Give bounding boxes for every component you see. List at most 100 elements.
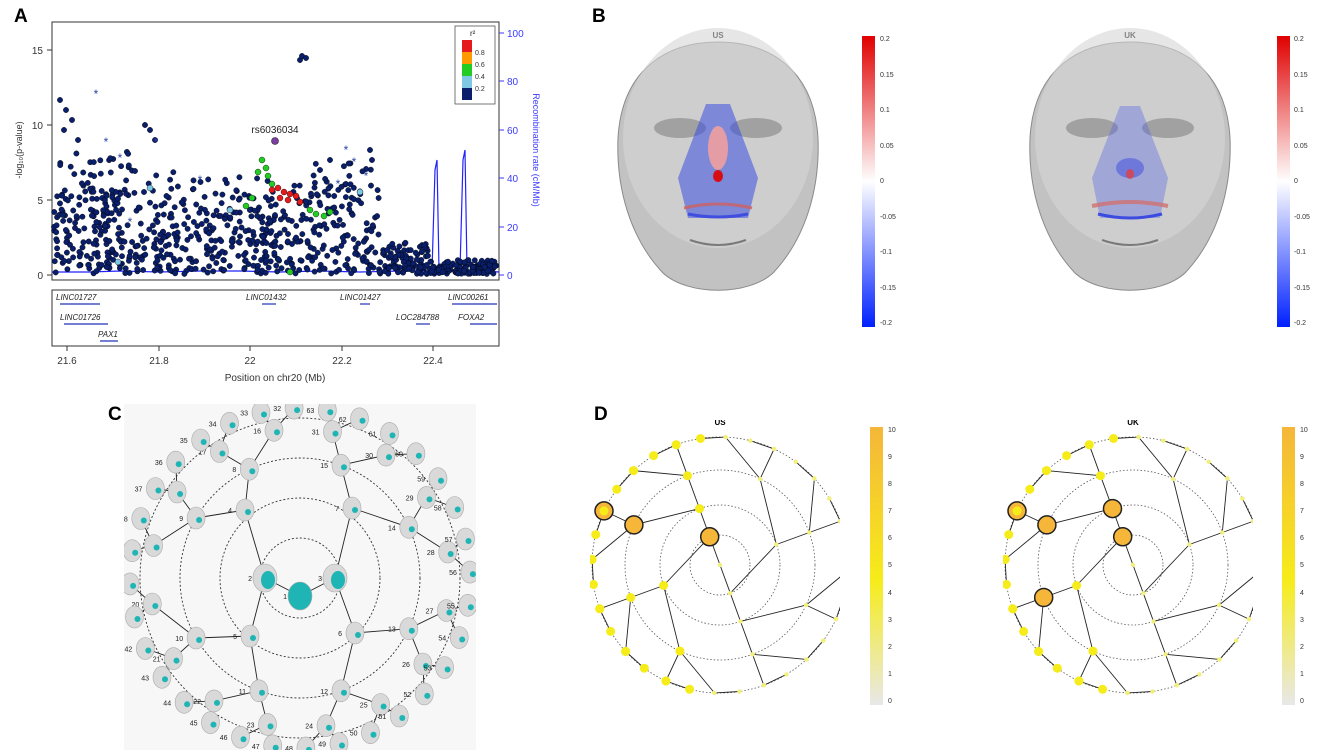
hierarchy-node-label: 59	[417, 477, 425, 484]
colorbar-tick: 0.05	[1294, 142, 1308, 150]
network-nodes	[590, 434, 840, 696]
colorbar-tick: -0.15	[1294, 284, 1310, 292]
snp-point	[170, 169, 177, 176]
snp-point	[167, 267, 174, 274]
hierarchy-node-label: 30	[365, 453, 373, 460]
snp-point	[250, 229, 257, 235]
y-tick-label: 10	[32, 121, 44, 132]
gene-label: LINC00261	[448, 293, 488, 302]
colorbar-us	[862, 36, 875, 327]
network-node	[821, 638, 826, 643]
snp-point	[213, 207, 220, 214]
snp-point	[93, 209, 100, 216]
network-node	[1004, 530, 1014, 540]
hierarchy-node: 57	[445, 527, 475, 551]
snp-point	[153, 236, 160, 243]
hierarchy-node-label: 52	[404, 692, 412, 699]
legend-label: 0.2	[475, 86, 485, 93]
snp-point	[311, 184, 318, 191]
snp-point	[427, 258, 434, 265]
snp-point	[241, 266, 248, 273]
snp-point	[338, 242, 345, 249]
snp-point	[289, 241, 295, 247]
hierarchy-node-label: 6	[338, 631, 342, 638]
snp-point	[98, 262, 105, 268]
snp-point	[204, 251, 210, 258]
snp-point	[374, 187, 381, 194]
snp-point	[268, 186, 276, 194]
snp-point	[233, 209, 240, 216]
network-node	[1072, 581, 1082, 590]
snp-point	[70, 207, 77, 214]
hierarchy-node: 28	[427, 540, 458, 564]
snp-point	[236, 174, 243, 181]
snp-point	[280, 208, 287, 215]
snp-point	[277, 244, 284, 250]
snp-point	[59, 192, 65, 199]
snp-point	[193, 258, 200, 265]
network-node	[1150, 689, 1155, 694]
legend-label: 0.6	[475, 62, 485, 69]
network-node	[1003, 580, 1011, 589]
x-axis	[52, 345, 499, 351]
snp-point	[140, 267, 147, 273]
network-edge	[1046, 470, 1101, 477]
hierarchy-node-label: 54	[438, 636, 446, 643]
snp-point	[298, 217, 305, 223]
snp-point	[355, 240, 362, 247]
hierarchy-diagram: 1234567891011121314151617181920212223242…	[124, 404, 476, 750]
face-uk: UK	[1029, 28, 1231, 291]
snp-point	[105, 253, 111, 260]
snp-point	[423, 261, 430, 268]
lip-region	[1097, 212, 1163, 220]
snp-point	[258, 257, 264, 263]
snp-point	[248, 213, 255, 220]
snp-point	[419, 248, 425, 255]
network-edge	[808, 478, 815, 533]
snp-point	[88, 255, 95, 262]
snp-point	[352, 250, 358, 257]
colorbar-tick: -0.2	[880, 320, 893, 327]
snp-point	[349, 211, 356, 218]
network-node	[1130, 562, 1136, 568]
snp-point	[274, 184, 282, 192]
network-node	[1033, 587, 1054, 608]
snp-point	[173, 222, 180, 229]
network-node	[624, 515, 644, 535]
snp-point	[368, 182, 374, 189]
snp-point	[114, 258, 122, 266]
colorbar-tick: 10	[888, 427, 896, 434]
snp-point	[217, 213, 224, 219]
snp-point	[272, 212, 278, 219]
snp-point	[73, 213, 80, 220]
snp-point	[310, 172, 317, 179]
snp-point	[132, 254, 139, 261]
mouth	[689, 239, 747, 246]
snp-point	[61, 127, 67, 133]
snp-point	[125, 162, 132, 169]
eye-right	[730, 118, 782, 138]
snp-point	[168, 185, 175, 192]
nose-region-positive	[708, 126, 728, 170]
snp-point	[80, 169, 87, 176]
snp-point	[118, 163, 125, 170]
hierarchy-node-label: 43	[141, 675, 149, 682]
hierarchy-node: 25	[360, 693, 390, 716]
snp-point	[122, 265, 129, 272]
snp-point	[168, 214, 175, 221]
hierarchy-node: 14	[388, 516, 419, 539]
snp-point	[174, 183, 181, 190]
legend-swatch	[462, 64, 472, 76]
mouth	[1101, 239, 1159, 246]
y2-tick-label: 40	[507, 174, 519, 185]
network-edge	[1142, 544, 1190, 594]
colorbar-tick: -0.1	[880, 249, 893, 256]
snp-point	[268, 180, 276, 188]
nose-region-negative	[1092, 106, 1168, 218]
network-edge	[763, 673, 787, 686]
hierarchy-node-label: 55	[447, 603, 455, 610]
snp-point	[133, 243, 140, 249]
snp-point	[369, 222, 376, 229]
colorbar-tick: 0.1	[880, 107, 890, 114]
colorbar-tick: 8	[888, 481, 892, 489]
